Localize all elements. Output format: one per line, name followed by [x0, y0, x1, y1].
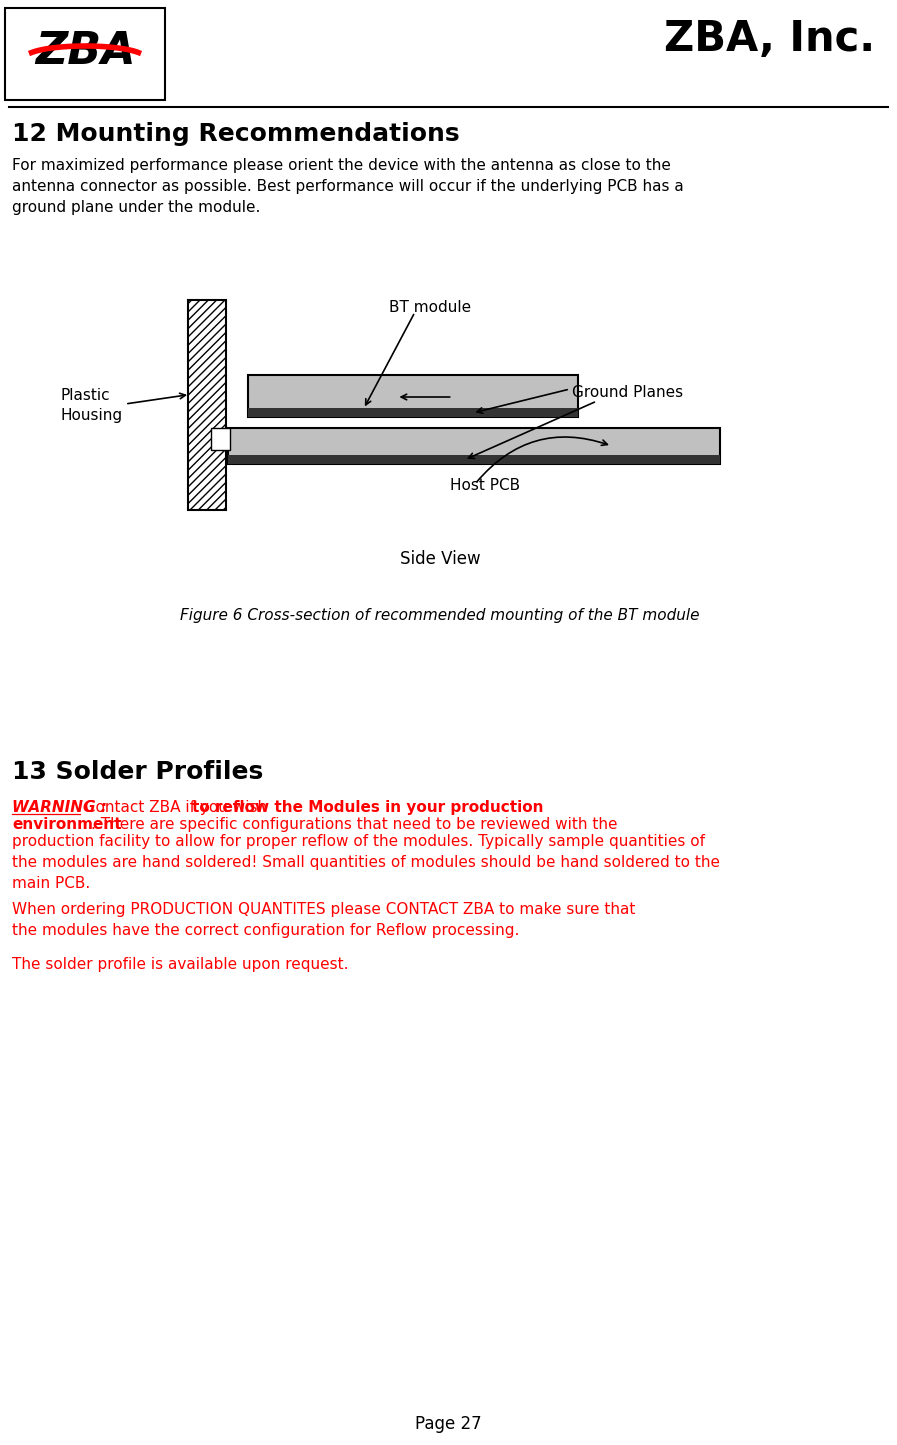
Text: production facility to allow for proper reflow of the modules. Typically sample : production facility to allow for proper …: [12, 834, 720, 892]
Text: 13 Solder Profiles: 13 Solder Profiles: [12, 760, 263, 785]
Text: Plastic
Housing: Plastic Housing: [60, 389, 122, 423]
Text: ZBA: ZBA: [35, 30, 135, 74]
Text: 12 Mounting Recommendations: 12 Mounting Recommendations: [12, 121, 459, 146]
Text: Ground Planes: Ground Planes: [572, 384, 684, 400]
Text: WARNING :: WARNING :: [12, 801, 107, 815]
Text: For maximized performance please orient the device with the antenna as close to : For maximized performance please orient …: [12, 158, 684, 215]
Text: Figure 6 Cross-section of recommended mounting of the BT module: Figure 6 Cross-section of recommended mo…: [180, 608, 700, 623]
Text: ZBA, Inc.: ZBA, Inc.: [664, 17, 875, 61]
Text: Side View: Side View: [400, 551, 480, 568]
Text: to reflow the Modules in your production: to reflow the Modules in your production: [192, 801, 544, 815]
Text: environment: environment: [12, 816, 122, 832]
Text: Contact ZBA if you wish: Contact ZBA if you wish: [80, 801, 272, 815]
Text: Host PCB: Host PCB: [450, 478, 520, 493]
Bar: [228, 428, 720, 464]
Bar: [248, 376, 578, 418]
Text: The solder profile is available upon request.: The solder profile is available upon req…: [12, 957, 349, 972]
Bar: [211, 428, 230, 449]
Text: Page 27: Page 27: [414, 1415, 482, 1433]
Bar: [188, 301, 226, 510]
Bar: [248, 407, 578, 418]
Text: When ordering PRODUCTION QUANTITES please CONTACT ZBA to make sure that
the modu: When ordering PRODUCTION QUANTITES pleas…: [12, 902, 635, 938]
Bar: [228, 455, 720, 464]
Text: . There are specific configurations that need to be reviewed with the: . There are specific configurations that…: [91, 816, 617, 832]
Text: BT module: BT module: [389, 301, 471, 315]
Bar: [5, 9, 165, 100]
